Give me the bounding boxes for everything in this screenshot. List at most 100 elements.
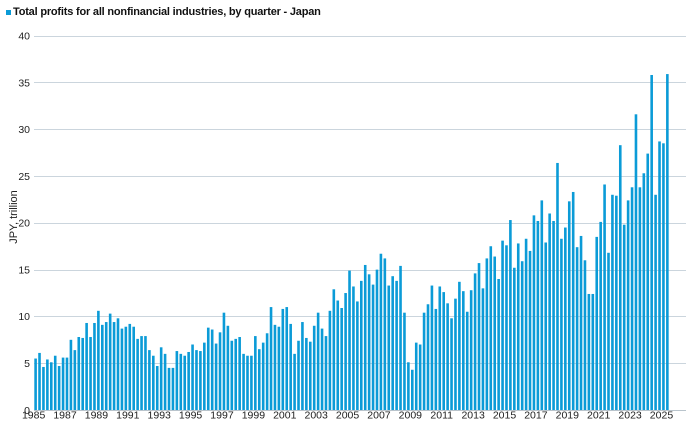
bar: 2020 Q1: 16 <box>583 260 587 410</box>
bar: 1989 Q3: 9.4 <box>104 322 108 410</box>
bar: 1996 Q3: 7.1 <box>214 343 218 410</box>
bar: 1987 Q3: 6.4 <box>73 350 77 410</box>
y-axis-ticks: 0 5 10 15 20 25 30 35 40 <box>18 31 30 417</box>
bar: 2004 Q3: 10.9 <box>340 308 343 410</box>
bar: 2020 Q2: 12.4 <box>587 293 591 410</box>
bar: 2007 Q4: 14.3 <box>391 276 394 410</box>
bar: 2013 Q4: 16.2 <box>485 258 489 410</box>
bar: 2000 Q1: 11 <box>269 307 273 410</box>
bar: 2021 Q4: 23 <box>611 194 614 410</box>
bar: 1994 Q3: 5.8 <box>183 355 187 410</box>
y-tick-label: 30 <box>18 124 30 136</box>
bar: 2018 Q2: 26.4 <box>556 162 559 410</box>
x-tick-label: 1995 <box>179 410 203 422</box>
bar: 2005 Q2: 13.2 <box>352 286 355 410</box>
bar: 1999 Q2: 6.5 <box>257 349 261 410</box>
bar: 2006 Q2: 14.5 <box>367 274 371 410</box>
bar: 1993 Q3: 4.5 <box>167 367 171 410</box>
bar: 2000 Q3: 8.9 <box>277 326 281 410</box>
bar: 2024 Q4: 28.7 <box>658 141 661 410</box>
bar: 1997 Q2: 9 <box>226 325 230 410</box>
x-tick-label: 1997 <box>210 410 234 422</box>
bar: 1988 Q1: 7.7 <box>81 337 84 410</box>
bar: 1987 Q1: 5.6 <box>65 357 69 410</box>
bar: 1991 Q4: 7.9 <box>140 336 143 410</box>
x-tick-label: 2017 <box>524 410 548 422</box>
bar: 2006 Q4: 15 <box>375 269 379 410</box>
bar: 2001 Q1: 11 <box>285 307 289 410</box>
bar: 2010 Q3: 10.8 <box>434 308 438 410</box>
bar: 1998 Q4: 5.8 <box>250 355 253 410</box>
bar: 2014 Q3: 14 <box>497 279 500 410</box>
bar: 2023 Q4: 25.3 <box>642 173 646 410</box>
bar: 2005 Q4: 13.8 <box>359 280 363 410</box>
bar: 2005 Q1: 14.9 <box>348 270 351 410</box>
bar: 1996 Q4: 8.3 <box>218 332 222 410</box>
chart-title: Total profits for all nonfinancial indus… <box>6 4 321 20</box>
x-tick-label: 2023 <box>618 410 642 422</box>
bar: 2024 Q1: 27.4 <box>646 153 650 410</box>
bar: 2009 Q3: 7 <box>418 344 422 410</box>
bar: 1998 Q3: 5.8 <box>246 355 249 410</box>
bar: 2001 Q2: 9.2 <box>289 323 292 410</box>
bar: 2015 Q3: 15.2 <box>513 267 516 410</box>
bar: 2014 Q1: 17.5 <box>489 246 493 410</box>
bar: 1994 Q4: 6.2 <box>187 351 190 410</box>
bar: 2013 Q2: 15.7 <box>477 263 481 410</box>
bar: 2010 Q1: 11.3 <box>426 304 430 410</box>
bar: 2002 Q4: 9 <box>312 325 316 410</box>
bar: 2022 Q4: 22.4 <box>626 200 630 410</box>
legend-square-icon <box>6 9 11 15</box>
bar: 1995 Q3: 6.3 <box>199 351 202 410</box>
bar: 1995 Q4: 7.2 <box>203 342 206 410</box>
bar: 2023 Q1: 23.8 <box>630 187 634 410</box>
x-tick-label: 2019 <box>556 410 580 422</box>
bar: 1990 Q1: 9.4 <box>112 322 116 410</box>
x-tick-label: 2013 <box>461 410 485 422</box>
bar: 2019 Q3: 17.4 <box>575 247 579 410</box>
bar: 2021 Q1: 20.1 <box>599 221 602 410</box>
bar: 2011 Q3: 9.8 <box>450 318 453 410</box>
bar-series: 1985 Q1: 5.51985 Q2: 6.11985 Q3: 4.61985… <box>34 74 669 411</box>
bar: 2020 Q3: 12.4 <box>591 293 595 410</box>
bar: 2003 Q4: 10.6 <box>328 310 332 410</box>
bar: 2000 Q2: 9.1 <box>273 324 277 410</box>
bar: 2012 Q3: 10.5 <box>465 311 469 410</box>
bar: 2001 Q4: 7.4 <box>297 340 300 410</box>
bar: 1988 Q3: 7.8 <box>89 337 92 410</box>
bar: 2003 Q1: 10.4 <box>316 312 320 410</box>
bar: 1992 Q1: 7.9 <box>144 336 147 410</box>
bar: 1999 Q4: 8.2 <box>265 333 269 410</box>
x-tick-label: 2009 <box>399 410 423 422</box>
x-tick-label: 2003 <box>304 410 328 422</box>
bar: 1993 Q4: 4.5 <box>171 367 175 410</box>
y-tick-label: 0 <box>24 405 30 417</box>
bar: 2007 Q2: 16.2 <box>383 258 387 410</box>
bar: 1998 Q2: 6 <box>242 353 245 410</box>
bar: 1996 Q1: 8.8 <box>206 327 210 410</box>
bar: 2004 Q4: 12.5 <box>344 293 347 410</box>
bar: 2019 Q4: 18.6 <box>579 235 583 410</box>
bar: 1994 Q2: 6 <box>179 353 183 410</box>
bar: 1988 Q2: 9.3 <box>85 322 88 410</box>
bar: 1986 Q2: 5.8 <box>53 355 57 410</box>
bar: 1992 Q3: 5.8 <box>152 355 155 410</box>
x-tick-label: 1991 <box>116 410 140 422</box>
x-tick-label: 1993 <box>148 410 172 422</box>
bar: 2010 Q4: 13.2 <box>438 286 442 410</box>
bar: 1995 Q2: 6.4 <box>195 350 198 410</box>
chart-title-text: Total profits for all nonfinancial indus… <box>13 6 321 18</box>
x-tick-label: 2025 <box>650 410 674 422</box>
bar: 2017 Q2: 22.4 <box>540 200 544 410</box>
bar: 2006 Q1: 15.5 <box>363 264 367 410</box>
bar: 1985 Q1: 5.5 <box>34 358 37 410</box>
bar: 1999 Q3: 7.2 <box>261 342 265 410</box>
bar: 2002 Q1: 9.4 <box>301 322 304 410</box>
bar: 2022 Q1: 22.9 <box>615 195 618 410</box>
x-tick-label: 2011 <box>430 410 453 422</box>
bar: 2020 Q4: 18.5 <box>595 236 599 410</box>
bar: 2009 Q1: 4.3 <box>411 369 414 410</box>
bar: 2023 Q2: 31.6 <box>634 114 638 411</box>
x-tick-label: 2021 <box>587 410 611 422</box>
